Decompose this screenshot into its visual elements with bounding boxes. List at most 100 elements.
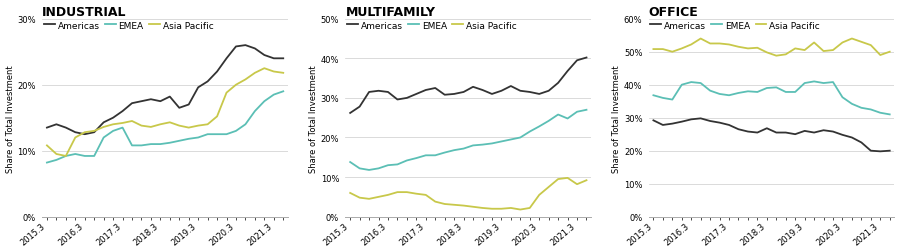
EMEA	[108, 130, 119, 133]
EMEA	[60, 155, 71, 158]
Americas	[705, 120, 716, 123]
Americas	[468, 86, 479, 89]
Americas	[496, 90, 507, 93]
Line: Asia Pacific: Asia Pacific	[350, 178, 587, 210]
Asia Pacific	[581, 179, 592, 182]
Americas	[430, 87, 441, 90]
EMEA	[174, 140, 184, 143]
Asia Pacific	[715, 43, 725, 46]
EMEA	[562, 117, 573, 120]
Asia Pacific	[734, 46, 744, 49]
Asia Pacific	[553, 178, 563, 181]
EMEA	[221, 133, 232, 136]
EMEA	[667, 99, 678, 102]
Americas	[734, 128, 744, 131]
EMEA	[525, 131, 535, 134]
EMEA	[875, 112, 886, 115]
Asia Pacific	[382, 194, 393, 197]
EMEA	[230, 130, 241, 133]
EMEA	[866, 109, 877, 112]
Asia Pacific	[51, 153, 62, 156]
Y-axis label: Share of Total Investment: Share of Total Investment	[612, 65, 621, 172]
EMEA	[98, 136, 109, 139]
EMEA	[79, 155, 90, 158]
EMEA	[742, 90, 753, 93]
Americas	[127, 102, 138, 105]
EMEA	[184, 138, 194, 141]
EMEA	[752, 91, 763, 94]
EMEA	[89, 155, 100, 158]
Americas	[449, 93, 460, 96]
Asia Pacific	[146, 126, 157, 129]
EMEA	[487, 142, 498, 145]
Asia Pacific	[468, 205, 479, 208]
EMEA	[439, 151, 450, 154]
Asia Pacific	[401, 191, 412, 194]
Americas	[278, 57, 289, 60]
Americas	[117, 110, 128, 113]
EMEA	[165, 142, 176, 145]
EMEA	[458, 147, 469, 150]
EMEA	[382, 164, 393, 167]
EMEA	[420, 154, 431, 157]
Asia Pacific	[449, 203, 460, 206]
EMEA	[364, 169, 374, 172]
Americas	[98, 121, 109, 124]
Asia Pacific	[117, 122, 128, 125]
EMEA	[202, 133, 213, 136]
EMEA	[885, 113, 895, 116]
Line: EMEA: EMEA	[350, 110, 587, 170]
EMEA	[212, 133, 222, 136]
Americas	[89, 131, 100, 134]
Line: EMEA: EMEA	[653, 82, 890, 115]
EMEA	[761, 87, 772, 90]
Asia Pacific	[392, 191, 403, 194]
EMEA	[856, 107, 867, 110]
Asia Pacific	[866, 44, 877, 47]
EMEA	[155, 143, 166, 146]
EMEA	[581, 109, 592, 112]
EMEA	[374, 167, 384, 170]
EMEA	[818, 82, 829, 85]
Asia Pacific	[506, 207, 517, 210]
Y-axis label: Share of Total Investment: Share of Total Investment	[5, 65, 14, 172]
EMEA	[828, 81, 839, 84]
Legend: Americas, EMEA, Asia Pacific: Americas, EMEA, Asia Pacific	[347, 21, 517, 30]
EMEA	[477, 144, 488, 147]
Americas	[259, 54, 270, 57]
EMEA	[51, 159, 62, 162]
Asia Pacific	[809, 42, 820, 45]
Americas	[885, 150, 895, 153]
Asia Pacific	[411, 193, 422, 196]
Americas	[249, 48, 260, 51]
EMEA	[696, 82, 706, 85]
Asia Pacific	[761, 52, 772, 55]
Americas	[581, 57, 592, 60]
Americas	[771, 132, 782, 135]
Americas	[458, 91, 469, 94]
Americas	[696, 117, 706, 120]
Asia Pacific	[780, 54, 791, 57]
Asia Pacific	[828, 49, 839, 52]
Line: Americas: Americas	[350, 58, 587, 113]
Americas	[525, 91, 535, 94]
Americas	[411, 93, 422, 96]
Asia Pacific	[439, 203, 450, 206]
Americas	[382, 91, 393, 94]
Americas	[544, 90, 554, 93]
EMEA	[809, 81, 820, 84]
Text: MULTIFAMILY: MULTIFAMILY	[346, 6, 436, 18]
Asia Pacific	[572, 183, 582, 186]
EMEA	[515, 136, 526, 139]
EMEA	[355, 167, 365, 170]
Asia Pacific	[515, 208, 526, 211]
Asia Pacific	[562, 177, 573, 180]
Americas	[155, 100, 166, 103]
Asia Pacific	[345, 192, 356, 195]
Americas	[724, 124, 734, 127]
Asia Pacific	[108, 123, 119, 126]
Asia Pacific	[458, 204, 469, 207]
Asia Pacific	[136, 124, 147, 128]
EMEA	[249, 110, 260, 113]
Asia Pacific	[184, 127, 194, 130]
